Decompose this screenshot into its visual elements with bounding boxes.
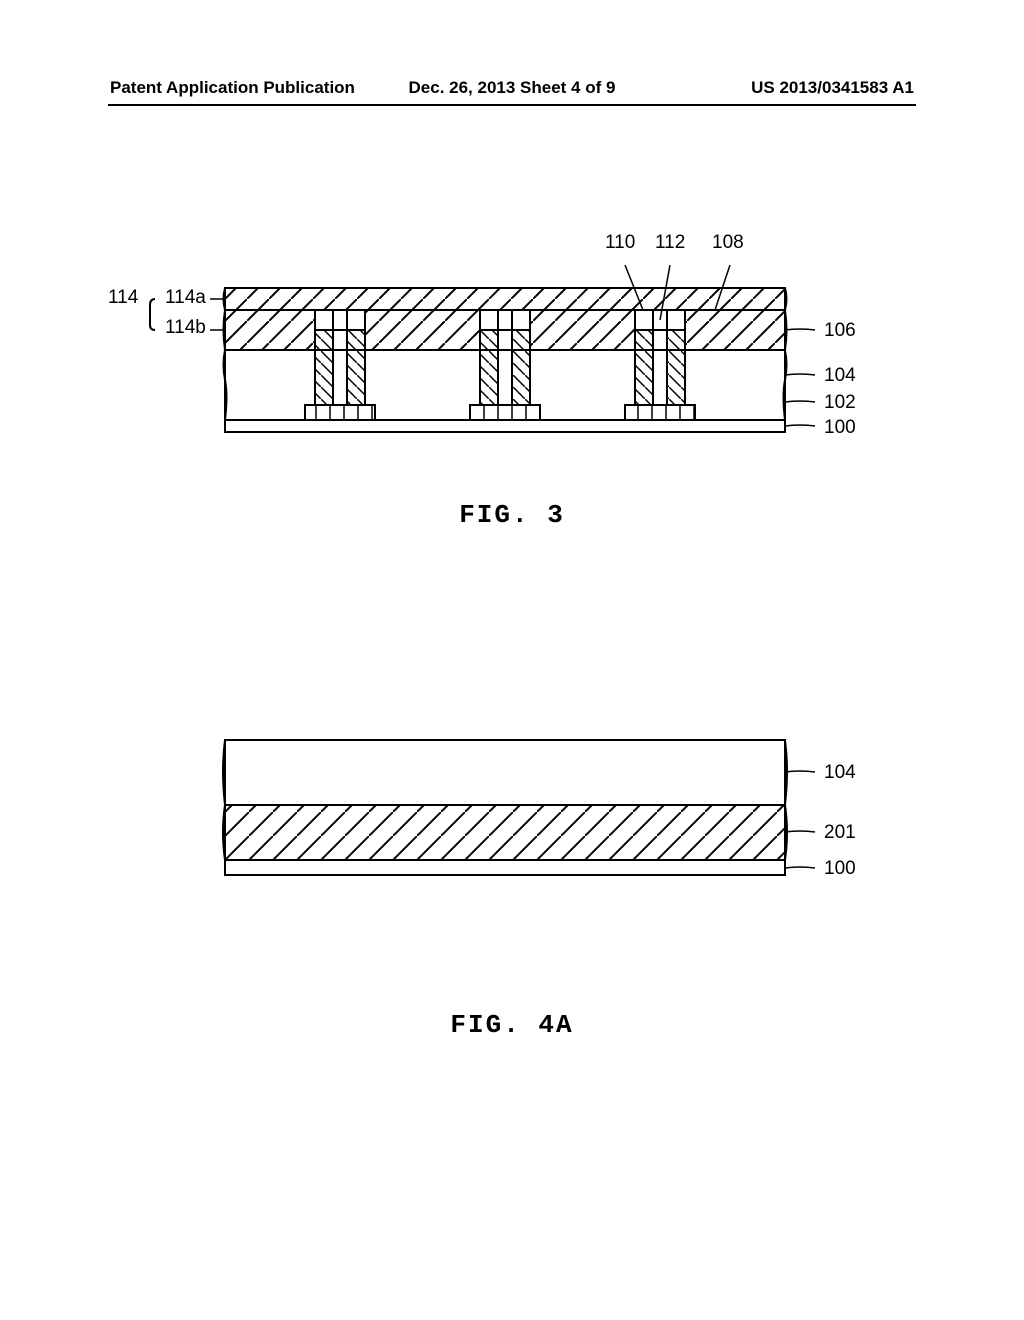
- label-4a-100: 100: [824, 858, 856, 880]
- page-header: Patent Application Publication Dec. 26, …: [0, 78, 1024, 98]
- label-114: 114: [108, 287, 138, 309]
- header-rule: [108, 104, 916, 106]
- label-114a: 114a: [165, 287, 206, 309]
- header-publication: Patent Application Publication: [110, 78, 378, 98]
- figure-4a: 104 201 100: [0, 720, 1024, 920]
- fig4a-diagram: [0, 720, 1024, 920]
- label-4a-104: 104: [824, 762, 856, 784]
- label-100: 100: [824, 417, 856, 439]
- header-patent-number: US 2013/0341583 A1: [646, 78, 914, 98]
- figure-3: 114 114a 114b 110 112 108 106 104 102 10…: [0, 225, 1024, 475]
- label-4a-201: 201: [824, 822, 856, 844]
- fig3-caption: FIG. 3: [0, 500, 1024, 530]
- fig3-diagram: [0, 225, 1024, 475]
- label-114b: 114b: [165, 317, 206, 339]
- label-108: 108: [712, 232, 744, 254]
- label-106: 106: [824, 320, 856, 342]
- label-110: 110: [605, 232, 635, 254]
- label-102: 102: [824, 392, 856, 414]
- label-104: 104: [824, 365, 856, 387]
- header-date-sheet: Dec. 26, 2013 Sheet 4 of 9: [378, 78, 646, 98]
- label-112: 112: [655, 232, 685, 254]
- fig4a-caption: FIG. 4A: [0, 1010, 1024, 1040]
